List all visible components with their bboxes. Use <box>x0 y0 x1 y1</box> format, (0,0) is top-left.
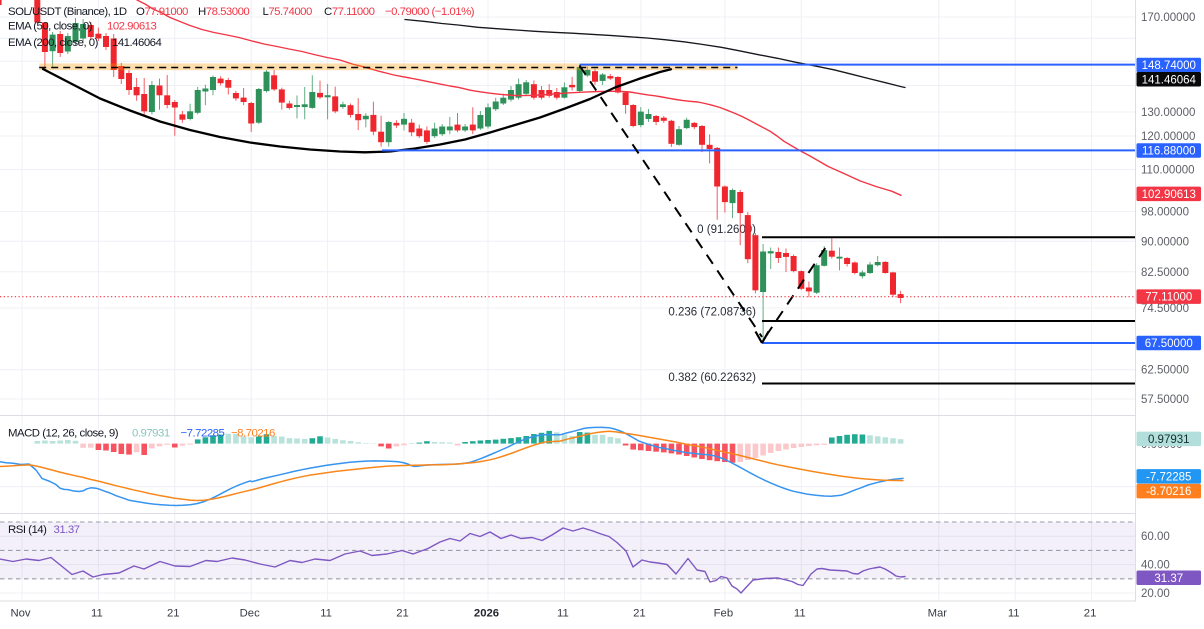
svg-text:102.90613: 102.90613 <box>107 21 157 33</box>
svg-text:60.00: 60.00 <box>1141 531 1170 543</box>
svg-text:EMA (200, close, 0): EMA (200, close, 0) <box>8 37 99 49</box>
svg-text:11: 11 <box>794 608 806 620</box>
svg-text:77.11000: 77.11000 <box>1145 292 1192 304</box>
svg-text:RSI (14): RSI (14) <box>8 524 47 536</box>
svg-text:O77.91000: O77.91000 <box>136 6 188 18</box>
svg-text:Mar: Mar <box>928 608 948 620</box>
svg-text:Nov: Nov <box>10 608 30 620</box>
svg-text:0.382 (60.22632): 0.382 (60.22632) <box>668 372 756 384</box>
svg-text:11: 11 <box>1008 608 1020 620</box>
svg-text:130.00000: 130.00000 <box>1141 107 1195 119</box>
svg-text:-8.70216: -8.70216 <box>1146 486 1191 498</box>
svg-text:-7.72285: -7.72285 <box>1146 471 1191 483</box>
svg-text:11: 11 <box>557 608 569 620</box>
svg-text:82.50000: 82.50000 <box>1141 267 1189 279</box>
svg-text:31.37: 31.37 <box>1154 573 1183 585</box>
svg-text:11: 11 <box>320 608 332 620</box>
svg-text:0.97931: 0.97931 <box>1148 434 1190 446</box>
svg-text:C77.11000: C77.11000 <box>324 6 375 18</box>
svg-text:74.50000: 74.50000 <box>1141 303 1189 315</box>
svg-text:21: 21 <box>167 608 180 620</box>
svg-text:141.46064: 141.46064 <box>112 37 162 49</box>
svg-text:170.00000: 170.00000 <box>1141 12 1195 24</box>
svg-text:H78.53000: H78.53000 <box>198 6 249 18</box>
svg-text:57.50000: 57.50000 <box>1141 394 1189 406</box>
svg-text:MACD (12, 26, close, 9): MACD (12, 26, close, 9) <box>8 428 119 440</box>
svg-text:L75.74000: L75.74000 <box>263 6 313 18</box>
svg-text:120.00000: 120.00000 <box>1141 131 1195 143</box>
svg-text:20.00: 20.00 <box>1141 588 1170 600</box>
svg-text:2026: 2026 <box>474 608 499 620</box>
svg-text:31.37: 31.37 <box>54 524 80 536</box>
svg-text:148.74000: 148.74000 <box>1142 60 1196 72</box>
svg-text:116.88000: 116.88000 <box>1142 145 1196 157</box>
svg-text:98.00000: 98.00000 <box>1141 207 1189 219</box>
svg-text:141.46064: 141.46064 <box>1142 74 1197 86</box>
svg-text:62.50000: 62.50000 <box>1141 365 1189 377</box>
svg-text:102.90613: 102.90613 <box>1142 189 1196 201</box>
svg-text:0.97931: 0.97931 <box>132 428 170 440</box>
svg-text:110.00000: 110.00000 <box>1141 165 1195 177</box>
svg-text:40.00: 40.00 <box>1141 560 1170 572</box>
svg-text:SOL/USDT (Binance), 1D: SOL/USDT (Binance), 1D <box>8 6 127 18</box>
svg-text:21: 21 <box>396 608 409 620</box>
svg-text:Feb: Feb <box>714 608 733 620</box>
svg-text:−8.70216: −8.70216 <box>231 428 275 440</box>
svg-text:−0.79000 (−1.01%): −0.79000 (−1.01%) <box>385 6 475 18</box>
svg-text:21: 21 <box>1084 608 1097 620</box>
svg-text:11: 11 <box>91 608 103 620</box>
svg-text:21: 21 <box>633 608 646 620</box>
svg-text:EMA (50, close, 0): EMA (50, close, 0) <box>8 21 93 33</box>
svg-text:90.00000: 90.00000 <box>1141 236 1189 248</box>
svg-text:Dec: Dec <box>240 608 260 620</box>
svg-text:−7.72285: −7.72285 <box>181 428 225 440</box>
svg-text:67.50000: 67.50000 <box>1145 338 1193 350</box>
